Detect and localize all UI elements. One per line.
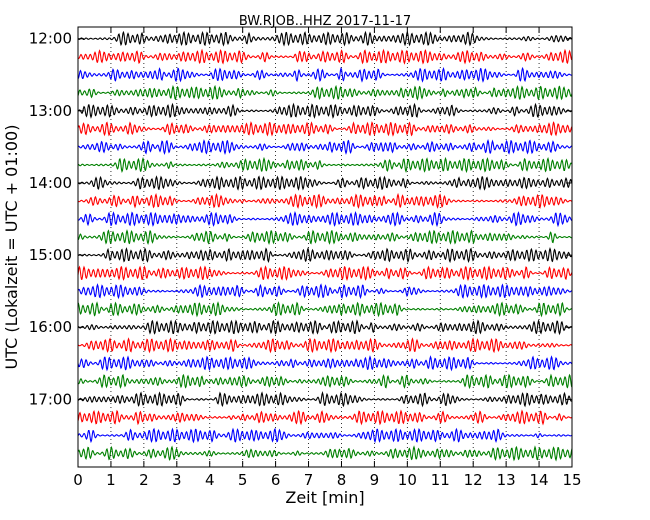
y-tick-label: 12:00 <box>29 30 72 48</box>
x-tick-label: 13 <box>497 471 516 489</box>
trace-1315 <box>77 121 573 137</box>
trace-1330 <box>77 138 573 156</box>
x-tick-label: 11 <box>431 471 450 489</box>
x-tick-group: 0 1 2 3 4 5 6 7 8 9 10 11 12 13 14 15 <box>73 27 582 489</box>
trace-1545 <box>77 301 573 318</box>
trace-1745 <box>77 445 573 462</box>
y-tick-label: 17:00 <box>29 390 72 408</box>
x-tick-label: 0 <box>73 471 83 489</box>
x-tick-label: 1 <box>106 471 116 489</box>
x-tick-label: 3 <box>172 471 182 489</box>
x-tick-label: 5 <box>238 471 248 489</box>
trace-1715 <box>77 409 573 426</box>
chart-title: BW.RJOB..HHZ 2017-11-17 <box>239 14 411 29</box>
trace-1400 <box>77 175 573 191</box>
trace-1300 <box>77 102 573 119</box>
x-tick-label: 8 <box>337 471 347 489</box>
trace-1615 <box>77 337 573 354</box>
x-tick-label: 9 <box>370 471 380 489</box>
x-tick-label: 12 <box>464 471 483 489</box>
trace-1215 <box>77 48 573 65</box>
trace-1345 <box>77 156 573 174</box>
trace-1600 <box>77 319 573 336</box>
trace-1200 <box>77 30 573 47</box>
trace-1230 <box>77 66 573 83</box>
trace-1530 <box>77 283 573 300</box>
trace-group <box>77 30 573 462</box>
y-axis-label: UTC (Lokalzeit = UTC + 01:00) <box>2 125 21 370</box>
trace-1515 <box>77 265 573 282</box>
trace-1430 <box>77 210 573 228</box>
vertical-gridlines <box>110 27 540 467</box>
x-tick-label: 4 <box>205 471 215 489</box>
trace-1645 <box>77 373 573 390</box>
x-tick-label: 14 <box>530 471 549 489</box>
trace-1415 <box>77 192 573 210</box>
trace-1445 <box>77 229 573 246</box>
trace-1730 <box>77 427 573 444</box>
x-tick-label: 6 <box>271 471 281 489</box>
x-axis-label: Zeit [min] <box>285 488 364 507</box>
x-tick-label: 2 <box>139 471 149 489</box>
y-tick-group: 12:00 13:00 14:00 15:00 16:00 17:00 <box>29 30 572 408</box>
trace-1630 <box>77 355 573 372</box>
y-tick-label: 15:00 <box>29 246 72 264</box>
y-tick-label: 13:00 <box>29 102 72 120</box>
plot-frame <box>77 26 573 468</box>
trace-1245 <box>77 84 573 101</box>
y-tick-label: 16:00 <box>29 318 72 336</box>
trace-1500 <box>77 246 573 264</box>
x-tick-label: 7 <box>304 471 314 489</box>
y-tick-label: 14:00 <box>29 174 72 192</box>
x-tick-label: 15 <box>562 471 581 489</box>
x-tick-label: 10 <box>398 471 417 489</box>
trace-1700 <box>77 391 573 408</box>
